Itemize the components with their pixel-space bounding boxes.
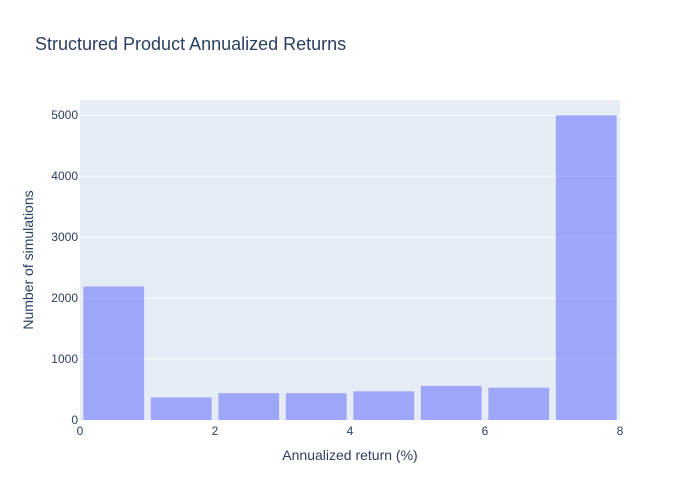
x-axis-title: Annualized return (%) <box>282 447 417 463</box>
bars <box>83 115 617 420</box>
histogram-bar-3 <box>285 393 347 420</box>
x-axis-ticks: 0 2 4 6 8 <box>77 424 624 438</box>
y-tick-label-3: 3000 <box>51 230 78 244</box>
x-tick-label-2: 4 <box>347 424 354 438</box>
y-tick-label-5: 5000 <box>51 108 78 122</box>
y-tick-label-4: 4000 <box>51 169 78 183</box>
grid-lines <box>80 114 620 360</box>
x-tick-label-1: 2 <box>212 424 219 438</box>
x-tick-label-4: 8 <box>617 424 624 438</box>
histogram-bar-7 <box>555 115 617 420</box>
x-tick-label-3: 6 <box>482 424 489 438</box>
histogram-bar-5 <box>420 385 482 420</box>
y-tick-label-1: 1000 <box>51 352 78 366</box>
y-tick-label-0: 0 <box>71 413 78 427</box>
y-tick-label-2: 2000 <box>51 291 78 305</box>
histogram-bar-2 <box>218 393 280 420</box>
plot-background <box>80 100 620 420</box>
histogram-bar-6 <box>488 387 550 420</box>
chart-title: Structured Product Annualized Returns <box>35 34 346 54</box>
y-axis-ticks: 0 1000 2000 3000 4000 5000 <box>51 108 78 427</box>
histogram-bar-4 <box>353 391 415 420</box>
x-tick-label-0: 0 <box>77 424 84 438</box>
histogram-bar-1 <box>150 397 212 420</box>
y-axis-title: Number of simulations <box>20 190 36 329</box>
histogram-bar-0 <box>83 286 145 420</box>
